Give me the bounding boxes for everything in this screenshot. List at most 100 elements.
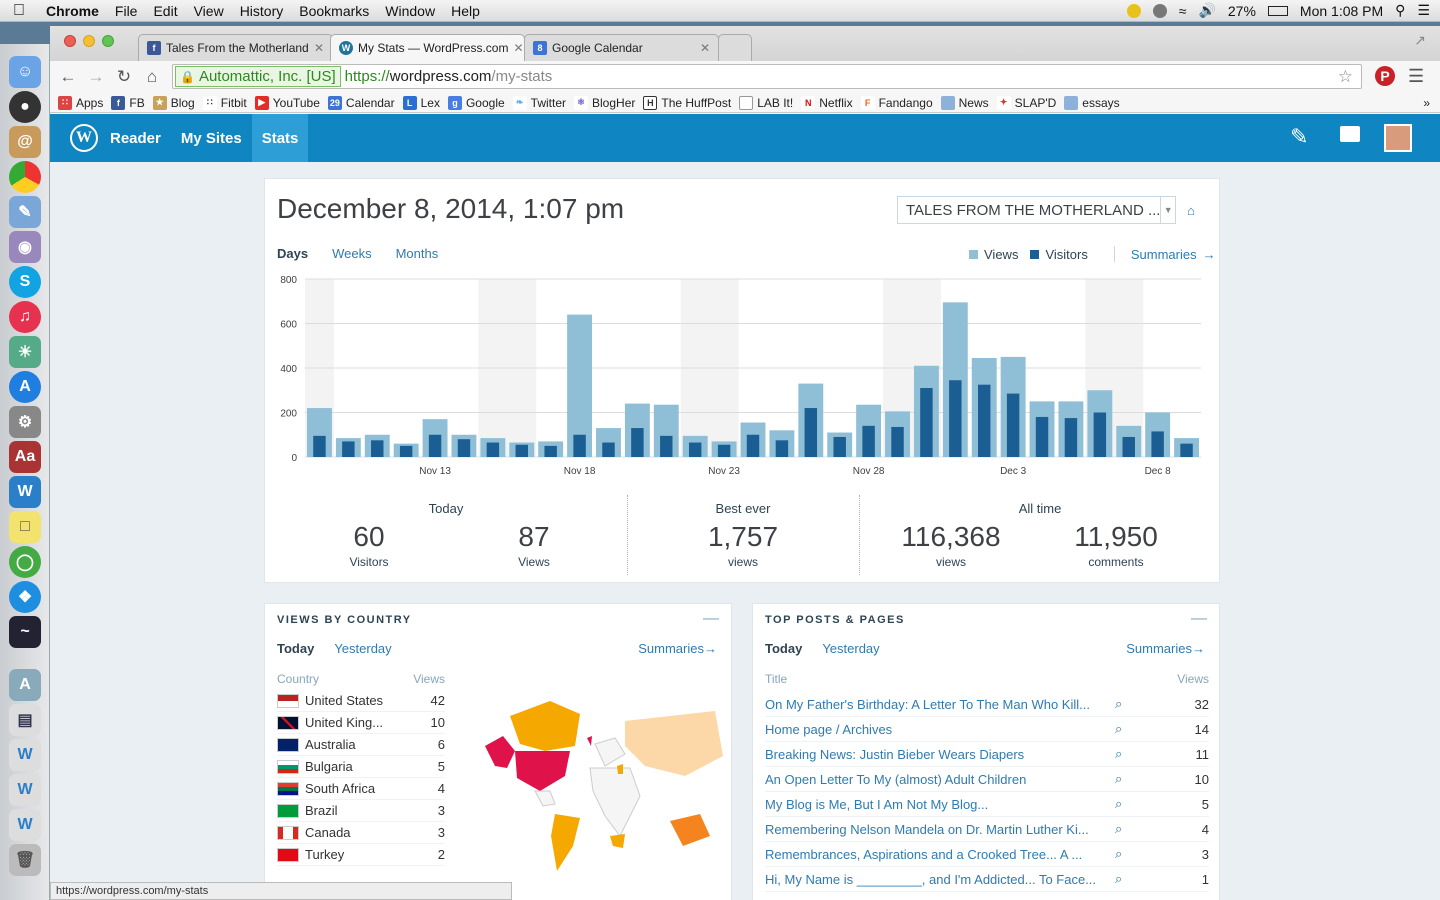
country-row[interactable]: Australia 6: [277, 734, 445, 756]
word-document-icon[interactable]: W: [9, 739, 41, 771]
tab-google-calendar[interactable]: 8 Google Calendar ✕: [524, 34, 719, 61]
bookmark-youtube[interactable]: ▶ YouTube: [254, 95, 320, 110]
contacts-icon[interactable]: @: [9, 126, 41, 158]
time-machine-icon[interactable]: ◯: [9, 546, 41, 578]
word-document-icon-3[interactable]: W: [9, 809, 41, 841]
close-tab-icon[interactable]: ✕: [699, 41, 710, 55]
country-row[interactable]: United States 42: [277, 690, 445, 712]
bookmark-fandango[interactable]: F Fandango: [860, 95, 933, 110]
launchpad-icon[interactable]: ●: [9, 91, 41, 123]
map-region-canada[interactable]: [510, 701, 580, 751]
dictionary-icon[interactable]: Aa: [9, 441, 41, 473]
avatar[interactable]: [1384, 124, 1412, 152]
bookmark-lex[interactable]: L Lex: [402, 95, 440, 110]
site-select[interactable]: TALES FROM THE MOTHERLAND ... ▼: [897, 196, 1176, 224]
visitors-bar[interactable]: [428, 434, 442, 457]
notification-center-icon[interactable]: ☰: [1417, 2, 1430, 18]
chrome-icon[interactable]: [9, 161, 41, 193]
visitors-bar[interactable]: [978, 384, 991, 457]
visitors-bar[interactable]: [1035, 416, 1049, 457]
magnifier-icon[interactable]: ⌕: [1115, 696, 1123, 711]
visitors-bar[interactable]: [891, 426, 904, 457]
minimize-window-button[interactable]: [83, 35, 95, 47]
post-title-link[interactable]: On My Father's Birthday: A Letter To The…: [765, 696, 1090, 712]
preview-icon[interactable]: ✎: [9, 196, 41, 228]
tab-weeks[interactable]: Weeks: [332, 246, 372, 261]
visitors-bar[interactable]: [573, 434, 586, 457]
country-row[interactable]: United King... 10: [277, 712, 445, 734]
visitors-bar[interactable]: [833, 436, 846, 457]
bookmark-netflix[interactable]: N Netflix: [801, 95, 853, 110]
visitors-bar[interactable]: [949, 380, 962, 457]
visitors-bar[interactable]: [371, 440, 384, 457]
post-title-link[interactable]: Breaking News: Justin Bieber Wears Diape…: [765, 746, 1025, 762]
visitors-bar[interactable]: [717, 444, 731, 457]
country-row[interactable]: Brazil 3: [277, 800, 445, 822]
magnifier-icon[interactable]: ⌕: [1115, 821, 1123, 836]
bookmark-essays-folder[interactable]: essays: [1064, 95, 1120, 110]
post-title-link[interactable]: Hi, My Name is _________, and I'm Addict…: [765, 871, 1097, 887]
bookmark-apps[interactable]: ∷ Apps: [58, 95, 103, 110]
menu-window[interactable]: Window: [385, 2, 436, 19]
home-icon[interactable]: ⌂: [1187, 203, 1195, 218]
magnifier-icon[interactable]: ⌕: [1115, 721, 1123, 736]
post-title-link[interactable]: Remembering Nelson Mandela on Dr. Martin…: [765, 821, 1089, 837]
bookmark-blogher[interactable]: ⚛ BlogHer: [574, 95, 635, 110]
menu-help[interactable]: Help: [451, 2, 480, 19]
collapse-icon[interactable]: —: [703, 610, 719, 627]
tab-months[interactable]: Months: [395, 246, 439, 261]
system-preferences-icon[interactable]: ⚙: [9, 406, 41, 438]
word-document-icon-2[interactable]: W: [9, 774, 41, 806]
visitors-bar[interactable]: [631, 428, 644, 457]
battery-percent[interactable]: 27%: [1227, 2, 1256, 19]
visitors-bar[interactable]: [1180, 443, 1193, 457]
tab-yesterday[interactable]: Yesterday: [822, 641, 880, 656]
home-icon[interactable]: ⌂: [146, 67, 158, 86]
visitors-bar[interactable]: [1122, 436, 1135, 457]
posts-summaries-link[interactable]: Summaries→: [1126, 641, 1205, 656]
visitors-bar[interactable]: [544, 445, 557, 457]
address-bar[interactable]: 🔒 Automattic, Inc. [US] https://wordpres…: [172, 64, 1362, 89]
volume-icon[interactable]: 🔊: [1198, 2, 1216, 18]
chrome-menu-icon[interactable]: ☰: [1408, 66, 1425, 86]
bookmark-calendar[interactable]: 29 Calendar: [327, 95, 395, 110]
trash-icon[interactable]: 🗑: [9, 844, 41, 876]
bookmark-news-folder[interactable]: News: [940, 95, 989, 110]
close-tab-icon[interactable]: ✕: [313, 41, 324, 55]
new-tab-button[interactable]: [718, 34, 752, 61]
word-icon[interactable]: W: [9, 476, 41, 508]
visitors-bar[interactable]: [862, 425, 875, 457]
visitors-bar[interactable]: [1151, 431, 1164, 457]
visitors-bar[interactable]: [746, 434, 760, 457]
tab-today[interactable]: Today: [765, 641, 803, 656]
back-icon[interactable]: ←: [59, 67, 77, 86]
map-region-mexico[interactable]: [534, 790, 556, 807]
nav-reader[interactable]: Reader: [110, 129, 161, 147]
visitors-bar[interactable]: [920, 388, 933, 457]
country-summaries-link[interactable]: Summaries→: [638, 641, 717, 656]
magnifier-icon[interactable]: ⌕: [1115, 871, 1123, 886]
map-region-usa[interactable]: [515, 751, 570, 791]
post-title-link[interactable]: My Blog is Me, But I Am Not My Blog...: [765, 796, 989, 812]
bookmark-huffpost[interactable]: H The HuffPost: [643, 95, 731, 110]
safari-icon[interactable]: ❖: [9, 581, 41, 613]
bookmark-blog[interactable]: ★ Blog: [152, 95, 195, 110]
summaries-link[interactable]: Summaries: [1130, 246, 1197, 262]
visitors-bar[interactable]: [804, 408, 818, 457]
country-row[interactable]: Bulgaria 5: [277, 756, 445, 778]
tray-app-icon[interactable]: [1126, 3, 1141, 18]
nav-stats[interactable]: Stats: [251, 114, 309, 162]
menu-file[interactable]: File: [114, 2, 138, 19]
magnifier-icon[interactable]: ⌕: [1115, 746, 1123, 761]
tab-yesterday[interactable]: Yesterday: [334, 641, 392, 656]
clock[interactable]: Mon 1:08 PM: [1299, 2, 1384, 19]
forward-icon[interactable]: →: [87, 67, 105, 86]
visitors-bar[interactable]: [457, 439, 471, 457]
tab-days[interactable]: Days: [277, 246, 309, 261]
post-title-link[interactable]: Home page / Archives: [765, 721, 893, 737]
menu-view[interactable]: View: [193, 2, 224, 19]
bookmark-fb[interactable]: f FB: [111, 95, 145, 110]
visitors-bar[interactable]: [515, 444, 528, 457]
map-region-brazil[interactable]: [551, 814, 580, 871]
bookmark-fitbit[interactable]: ∷ Fitbit: [202, 95, 247, 110]
